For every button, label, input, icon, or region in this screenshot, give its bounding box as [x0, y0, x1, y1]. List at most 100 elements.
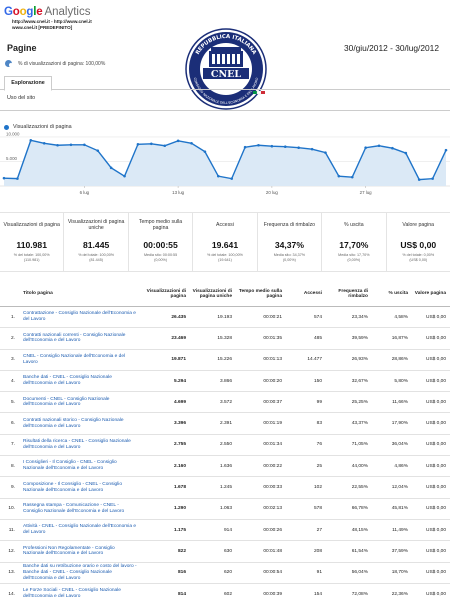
data-point[interactable]: [136, 142, 140, 146]
row-entrances: 578: [313, 506, 322, 512]
row-views: 2.755: [173, 442, 186, 448]
data-point[interactable]: [391, 146, 394, 150]
row-bounce: 72,08%: [351, 591, 368, 597]
kpi-title: Visualizzazioni di pagina: [3, 222, 60, 228]
google-letter: g: [26, 6, 34, 18]
data-point[interactable]: [337, 174, 341, 178]
data-point[interactable]: [56, 143, 59, 147]
row-title-link[interactable]: Risultati della ricerca - CNEL - Consigl…: [23, 439, 131, 450]
data-point[interactable]: [297, 146, 300, 150]
row-title-link[interactable]: Banche dati - CNEL - Consiglio Nazionale…: [23, 375, 112, 387]
table-row: 9. Composizione - Il Consiglio - CNEL - C…: [0, 477, 450, 499]
row-title-link[interactable]: Banche dati su retribuzione orario e cos…: [23, 564, 137, 581]
row-title-link[interactable]: Contratti nazionali correnti - Consiglio…: [23, 332, 126, 344]
data-point[interactable]: [123, 174, 126, 178]
row-entrances: 150: [313, 378, 322, 384]
data-point[interactable]: [377, 144, 381, 148]
data-point[interactable]: [109, 166, 113, 170]
kpi-sub-line: % del totale: 100,00%: [13, 253, 50, 257]
x-tick-label: 13 lug: [172, 190, 185, 195]
row-entrances: 102: [313, 485, 322, 491]
data-point[interactable]: [404, 151, 408, 155]
row-title-link[interactable]: Contrattazione - Consiglio Nazionale del…: [23, 311, 136, 323]
table-row: 5. Documenti - CNEL - Consiglio Nazionale…: [0, 392, 450, 414]
data-point[interactable]: [364, 146, 367, 150]
header-title[interactable]: Titolo pagina: [23, 291, 53, 297]
row-unique: 2.550: [219, 442, 232, 448]
data-point[interactable]: [190, 141, 193, 145]
data-point[interactable]: [42, 141, 46, 145]
row-title-link[interactable]: Le Forze Sociali - CNEL - Consiglio Nazi…: [23, 588, 121, 599]
data-point[interactable]: [96, 149, 100, 152]
kpi-sub-total: (0,00%): [154, 257, 168, 262]
header-exit[interactable]: % uscita: [388, 291, 408, 297]
kpi-sub-line: % del totale: 100,00%: [78, 253, 115, 257]
data-point[interactable]: [150, 142, 153, 146]
data-point[interactable]: [270, 144, 274, 148]
data-point[interactable]: [350, 175, 354, 179]
header-value[interactable]: Valore pagina: [414, 291, 446, 297]
row-value: US$ 0,00: [425, 357, 446, 363]
row-exit: 37,59%: [391, 548, 408, 554]
row-title-link[interactable]: Rassegna stampa - Comunicazione - CNEL -…: [23, 503, 125, 514]
row-title-link[interactable]: Composizione - Il Consiglio - CNEL - Con…: [23, 481, 122, 493]
row-bounce: 48,15%: [351, 527, 368, 533]
tab-esplorazione[interactable]: Esplorazione: [4, 76, 52, 91]
table-header: Titolo pagina Visualizzazioni di pagina …: [0, 282, 450, 307]
header-unique[interactable]: Visualizzazioni di pagina uniche: [192, 288, 232, 299]
data-point[interactable]: [203, 150, 207, 153]
data-point[interactable]: [16, 177, 19, 180]
kpi-sub-total: (19.641): [218, 257, 232, 262]
row-entrances: 27: [316, 527, 322, 533]
header-views[interactable]: Visualizzazioni di pagina: [146, 288, 186, 299]
data-point[interactable]: [283, 145, 287, 149]
row-unique: 620: [223, 570, 232, 576]
row-title-link[interactable]: Contratti nazionali storico - Consiglio …: [23, 417, 124, 429]
row-exit: 18,70%: [391, 570, 408, 576]
data-point[interactable]: [217, 174, 220, 178]
row-title-link[interactable]: I Consiglieri - Il Consiglio - CNEL - Co…: [23, 460, 117, 472]
date-range[interactable]: 30/giu/2012 - 30/lug/2012: [344, 43, 439, 53]
header-time[interactable]: Tempo medio sulla pagina: [238, 288, 282, 299]
data-point[interactable]: [257, 143, 260, 147]
data-point[interactable]: [69, 143, 73, 147]
row-views: 816: [177, 570, 186, 576]
series-line: [3, 139, 447, 181]
row-value: US$ 0,00: [425, 421, 446, 427]
data-point[interactable]: [444, 148, 448, 152]
data-point[interactable]: [243, 145, 247, 149]
row-title-link[interactable]: CNEL - Consiglio Nazionale dell'Economia…: [23, 353, 126, 365]
data-point[interactable]: [230, 177, 233, 180]
data-point[interactable]: [163, 144, 167, 148]
row-exit: 4,58%: [394, 314, 408, 320]
table-row: 8. I Consiglieri - Il Consiglio - CNEL - …: [0, 456, 450, 478]
data-point[interactable]: [176, 139, 180, 143]
data-point[interactable]: [324, 151, 327, 154]
segment-pie-icon: [5, 60, 13, 67]
data-point[interactable]: [83, 143, 86, 147]
row-index: 3.: [10, 357, 15, 363]
chart-legend: Visualizzazioni di pagina: [4, 124, 72, 130]
row-index: 4.: [10, 378, 15, 384]
row-time: 00:01:19: [263, 421, 282, 427]
row-value: US$ 0,00: [425, 485, 446, 491]
kpi-sub: Media sito: 00:00:55 (0,00%): [131, 253, 190, 262]
pageviews-chart: 5.000 10.000 6 lug 13 lug 20 lug 27 lug: [0, 131, 450, 195]
header-bounce[interactable]: Frequenza di rimbalzo: [338, 288, 368, 299]
row-bounce: 22,55%: [351, 485, 368, 491]
header-entrances[interactable]: Accessi: [303, 291, 322, 297]
row-title-link[interactable]: Documenti - CNEL - Consiglio Nazionale d…: [23, 396, 110, 408]
row-bounce: 71,05%: [351, 442, 368, 448]
row-unique: 15.226: [217, 357, 232, 363]
row-title-link[interactable]: Attività - CNEL - Consiglio Nazionale de…: [23, 524, 136, 536]
data-point[interactable]: [29, 139, 33, 142]
data-point[interactable]: [2, 176, 6, 180]
row-index: 2.: [10, 335, 15, 341]
row-title-link[interactable]: Professioni Non Regolamentate - Consigli…: [23, 545, 115, 557]
data-point[interactable]: [431, 177, 434, 180]
row-value: US$ 0,00: [425, 463, 446, 469]
row-exit: 36,04%: [391, 442, 408, 448]
data-point[interactable]: [417, 178, 421, 181]
pages-table: Titolo pagina Visualizzazioni di pagina …: [0, 282, 450, 600]
data-point[interactable]: [310, 147, 314, 151]
